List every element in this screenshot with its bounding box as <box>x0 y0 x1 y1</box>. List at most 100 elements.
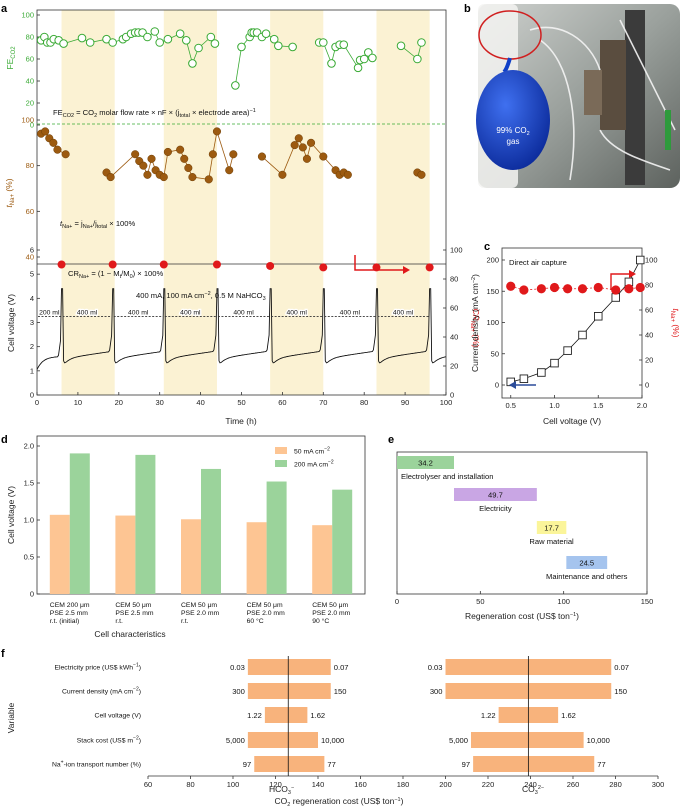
time-axis-label: Time (h) <box>225 416 256 426</box>
connector <box>110 153 136 178</box>
tna-point <box>611 285 621 295</box>
e-bars: 34.2 Electrolyser and installation 49.7 Ele… <box>397 456 628 581</box>
f-variable-labels: Electricity price (US$ kWh−1)Current den… <box>52 663 141 769</box>
category-label: PSE 2.0 mm <box>247 610 285 617</box>
co3-high-label: 0.07 <box>614 663 629 672</box>
variable-label: Stack cost (US$ m−2) <box>77 736 141 745</box>
time-tick-label: 70 <box>319 398 327 407</box>
cr-tick-label: 0 <box>450 391 454 400</box>
c-voltage-axis: 0.5 1.0 1.5 2.0 <box>506 395 647 410</box>
bar-200 <box>201 468 221 594</box>
tna-tick-label: 60 <box>26 207 34 216</box>
connector <box>208 154 214 180</box>
co3-label: CO32− <box>522 784 544 796</box>
panel-c: c 0 50 100 150 200 0 20 40 60 80 100 0.5 1.0 1.5 2.0… <box>470 241 681 426</box>
tna-point <box>417 170 426 179</box>
tna-points <box>37 127 426 184</box>
panel-e: e 34.2 Electrolyser and installation 49.7 E… <box>388 434 653 621</box>
fe-tick-label: 80 <box>26 33 34 42</box>
fe-point <box>194 43 203 53</box>
time-tick-label: 100 <box>440 398 453 407</box>
co3-high-label: 77 <box>597 760 605 769</box>
fe-point <box>210 39 220 48</box>
variable-label: Na+-ion transport number (%) <box>52 760 141 769</box>
co3-high-label: 10,000 <box>587 736 610 745</box>
cr-axis: 0 20 40 60 80 100 <box>443 246 463 400</box>
f-x-tick-label: 260 <box>567 780 580 789</box>
volume-arrow: 400 ml <box>164 308 216 318</box>
fe-point <box>85 38 95 47</box>
cost-value: 49.7 <box>488 491 503 500</box>
shaded-bands <box>61 10 430 395</box>
co3-high-label: 1.62 <box>561 711 576 720</box>
co3-low-label: 300 <box>430 687 443 696</box>
tna-tick-label: 100 <box>21 116 34 125</box>
photo-green-tube <box>665 110 671 150</box>
d-y-axis: 0 0.5 1.0 1.5 2.0 <box>24 442 40 599</box>
category-label: CEM 50 μm <box>181 602 217 609</box>
time-axis: 0 10 20 30 40 50 60 70 80 90 100 <box>35 392 452 407</box>
variable-sup: −2 <box>133 687 139 693</box>
f-x-tick-label: 280 <box>609 780 622 789</box>
tna-point <box>180 154 189 163</box>
co3-bar <box>473 756 595 772</box>
c-right-arrowhead <box>629 270 636 278</box>
connector <box>282 144 296 175</box>
cost-bar <box>566 556 608 569</box>
time-tick-label: 30 <box>156 398 164 407</box>
d-y-tick-label: 1.0 <box>24 516 34 525</box>
fe-point <box>359 54 369 64</box>
tna-formula: tNa+ = jNa+/jtotal × 100% <box>60 219 135 230</box>
fe-point <box>319 38 328 47</box>
legend-swatch-200 <box>275 460 287 467</box>
bar-200 <box>332 489 353 594</box>
variable-end: ) <box>139 738 141 745</box>
fe-point <box>59 39 68 48</box>
variable-end: -ion transport number (%) <box>64 762 141 769</box>
current-point <box>537 368 546 377</box>
fe-axis: 0 20 40 60 80 100 <box>21 11 40 130</box>
fe-point <box>206 32 216 42</box>
variable-label: Current density (mA cm−2) <box>62 687 141 696</box>
c-y-label: Current density (mA cm−2) <box>470 274 480 372</box>
c-y-tick-label: 50 <box>491 349 499 358</box>
voltage-tick-label: 1 <box>30 366 34 375</box>
panel-label-f: f <box>1 648 5 660</box>
volume-label: 400 ml <box>180 309 201 316</box>
voltage-axis-label: Cell voltage (V) <box>6 294 16 352</box>
cost-value: 34.2 <box>418 459 433 468</box>
tna-point <box>41 127 50 136</box>
fe-point <box>368 53 377 63</box>
tna-point <box>563 284 573 294</box>
fe-tick-label: 40 <box>26 77 34 86</box>
bar-50 <box>312 525 333 594</box>
volume-label: 400 ml <box>128 309 149 316</box>
f-bars: 0.03 0.07 300 150 1.22 1.62 5,000 10,000 97 77 0.0… <box>226 656 629 776</box>
hco3-low-label: 5,000 <box>226 736 245 745</box>
f-y-label: Variable <box>6 702 16 733</box>
fe-point <box>231 81 240 90</box>
time-tick-label: 20 <box>115 398 123 407</box>
panel-label-b: b <box>464 3 471 15</box>
tna-point <box>61 150 70 159</box>
hco3-bar <box>264 707 308 723</box>
fe-point <box>288 42 297 52</box>
c-x-tick-label: 0.5 <box>506 401 516 410</box>
bar-50 <box>115 515 136 594</box>
fe-tick-label: 20 <box>26 99 34 108</box>
category-label: PSE 2.5 mm <box>115 610 153 617</box>
f-x-tick-label: 220 <box>482 780 495 789</box>
shaded-band <box>376 10 430 395</box>
category-label: CEM 50 μm <box>312 602 348 609</box>
tna-point <box>549 282 560 293</box>
tna-point <box>229 150 238 159</box>
variable-sup: −2 <box>133 736 139 742</box>
cost-bar <box>536 521 567 534</box>
tna-point <box>577 284 588 294</box>
bar-50 <box>181 519 201 594</box>
current-point <box>563 346 572 355</box>
current-point <box>636 255 645 265</box>
hco3-bar <box>247 659 331 675</box>
